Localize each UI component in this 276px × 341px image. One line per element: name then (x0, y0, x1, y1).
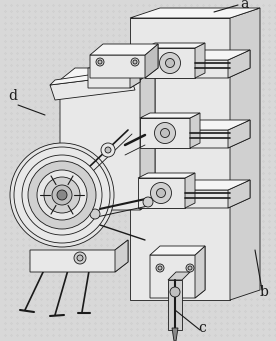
Text: d: d (8, 89, 17, 103)
Polygon shape (168, 272, 190, 280)
Circle shape (156, 264, 164, 272)
Circle shape (160, 53, 181, 74)
Circle shape (161, 129, 169, 137)
Circle shape (22, 155, 102, 235)
Polygon shape (140, 68, 155, 210)
Polygon shape (128, 50, 250, 60)
Circle shape (14, 147, 110, 243)
Circle shape (131, 58, 139, 66)
Polygon shape (128, 180, 250, 208)
Polygon shape (228, 50, 250, 78)
Polygon shape (228, 180, 250, 208)
Polygon shape (130, 58, 140, 88)
Circle shape (133, 60, 137, 64)
Polygon shape (138, 178, 185, 208)
Polygon shape (128, 180, 250, 190)
Polygon shape (128, 120, 250, 130)
Polygon shape (128, 50, 250, 78)
Polygon shape (130, 18, 230, 300)
Polygon shape (150, 246, 205, 298)
Polygon shape (150, 246, 205, 255)
Polygon shape (145, 44, 158, 78)
Circle shape (98, 60, 102, 64)
Polygon shape (130, 8, 260, 18)
Circle shape (155, 122, 176, 144)
Polygon shape (138, 173, 195, 178)
Circle shape (52, 185, 72, 205)
Text: a: a (240, 0, 248, 11)
Circle shape (57, 190, 67, 200)
Polygon shape (90, 44, 158, 55)
Polygon shape (140, 113, 200, 118)
Polygon shape (30, 240, 128, 272)
Polygon shape (145, 48, 195, 78)
Circle shape (28, 161, 96, 229)
Circle shape (96, 58, 104, 66)
Circle shape (143, 197, 153, 207)
Text: b: b (260, 285, 269, 299)
Polygon shape (60, 68, 155, 210)
Polygon shape (50, 75, 135, 100)
Circle shape (105, 147, 111, 153)
Polygon shape (140, 118, 190, 148)
Circle shape (77, 255, 83, 261)
Polygon shape (230, 8, 260, 300)
Polygon shape (172, 328, 178, 341)
Polygon shape (50, 68, 135, 85)
Circle shape (44, 177, 80, 213)
Polygon shape (145, 43, 205, 48)
Circle shape (150, 182, 171, 204)
Circle shape (170, 287, 180, 297)
Circle shape (101, 143, 115, 157)
Circle shape (186, 264, 194, 272)
Polygon shape (195, 246, 205, 298)
Circle shape (74, 252, 86, 264)
Polygon shape (115, 240, 128, 272)
Polygon shape (60, 68, 155, 80)
Circle shape (90, 209, 100, 219)
Polygon shape (128, 120, 250, 148)
Circle shape (156, 189, 166, 197)
Bar (168, 280, 182, 330)
Circle shape (158, 266, 162, 270)
Polygon shape (228, 120, 250, 148)
Circle shape (166, 59, 174, 68)
Circle shape (188, 266, 192, 270)
Polygon shape (190, 113, 200, 148)
Circle shape (10, 143, 114, 247)
Polygon shape (185, 173, 195, 208)
Circle shape (37, 170, 87, 220)
Polygon shape (88, 58, 140, 88)
Polygon shape (195, 43, 205, 78)
Text: c: c (198, 321, 206, 335)
Polygon shape (90, 44, 158, 78)
